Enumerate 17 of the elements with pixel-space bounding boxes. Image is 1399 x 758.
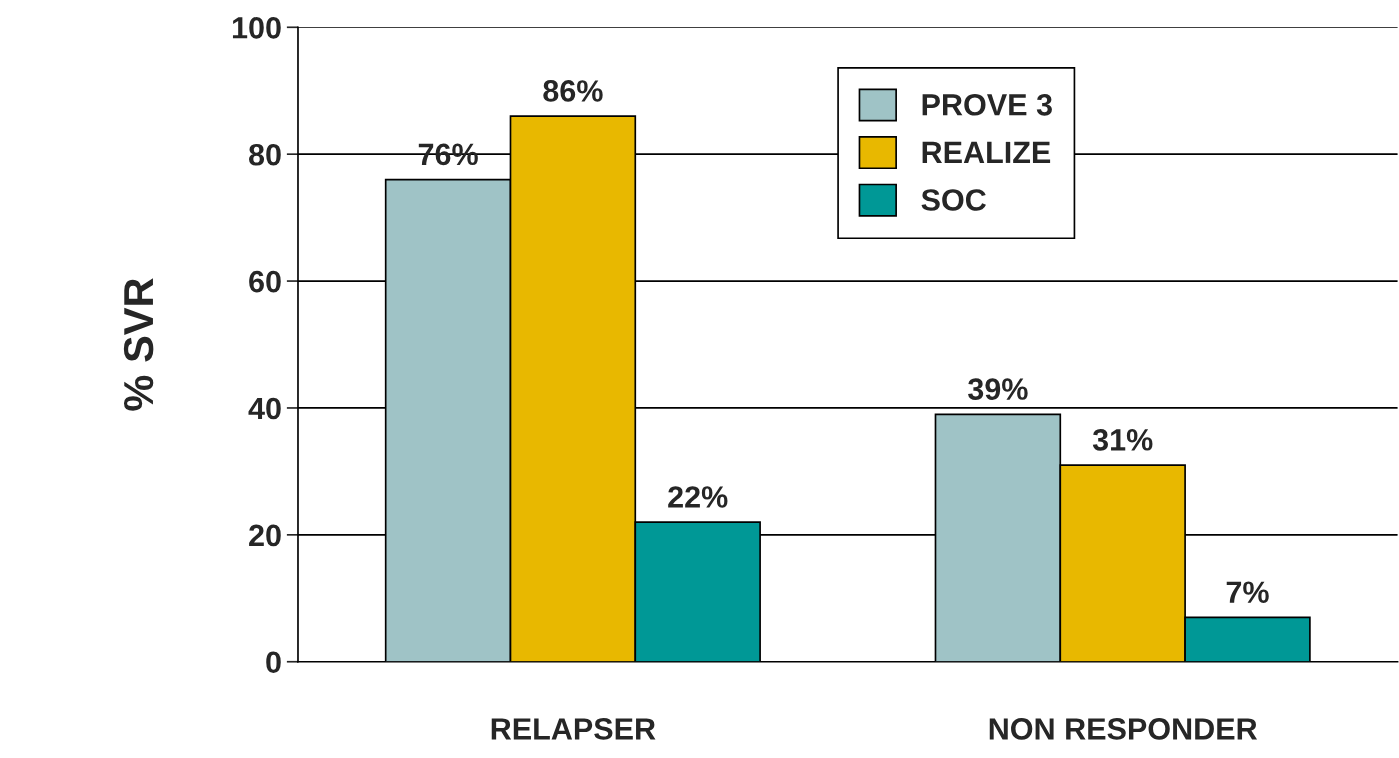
y-tick-label: 100 — [232, 17, 281, 39]
legend-label: PROVE 3 — [922, 93, 1052, 116]
legend-label: REALIZE — [922, 141, 1051, 163]
y-tick-label: 40 — [248, 397, 281, 420]
y-tick-label: 0 — [266, 651, 281, 674]
data-label: 22% — [668, 486, 728, 508]
legend-label: SOC — [921, 189, 986, 211]
data-label: 86% — [543, 80, 603, 102]
y-tick-label: 80 — [249, 143, 281, 166]
x-tick-label: NON RESPONDER — [989, 718, 1258, 740]
data-label: 31% — [1092, 429, 1153, 451]
data-label: 39% — [968, 378, 1028, 400]
y-tick-label: 60 — [249, 270, 281, 293]
y-axis-title: % SVR — [123, 278, 154, 411]
data-label: 7% — [1226, 581, 1269, 603]
x-tick-label: RELAPSER — [491, 718, 656, 740]
y-tick-label: 20 — [249, 524, 281, 547]
